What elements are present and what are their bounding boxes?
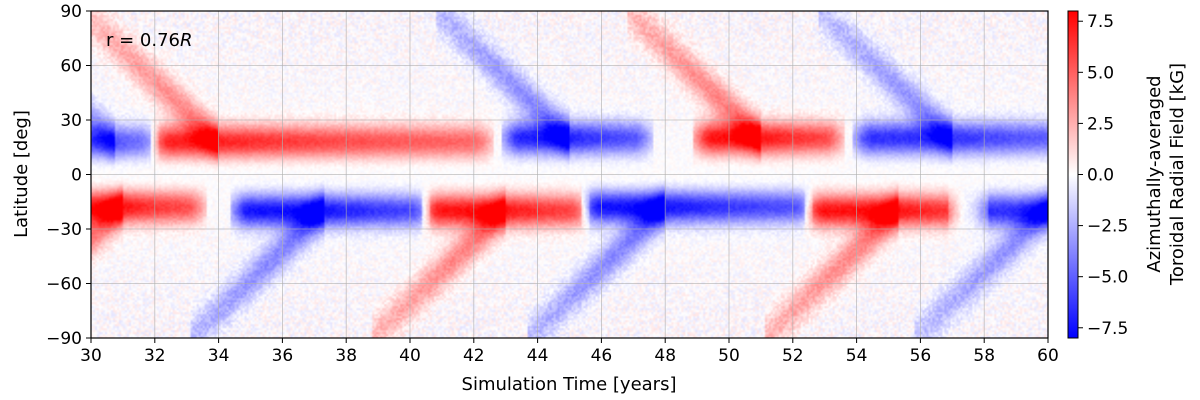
x-tick-label: 52 bbox=[782, 346, 804, 366]
x-tick-label: 50 bbox=[718, 346, 740, 366]
colorbar-label-line1: Azimuthally-averaged bbox=[1144, 75, 1165, 272]
colorbar-tick-label: −2.5 bbox=[1087, 217, 1128, 237]
x-tick-label: 46 bbox=[591, 346, 613, 366]
y-tick-label: 30 bbox=[60, 111, 82, 131]
x-tick-label: 36 bbox=[272, 346, 294, 366]
x-tick-label: 42 bbox=[463, 346, 485, 366]
colorbar bbox=[1067, 10, 1079, 339]
y-tick-label: 60 bbox=[60, 57, 82, 77]
x-tick-label: 56 bbox=[910, 346, 932, 366]
y-tick-label: 0 bbox=[71, 166, 82, 186]
x-tick-label: 44 bbox=[527, 346, 549, 366]
y-axis-ticks: 90 60 30 0 −30 −60 −90 bbox=[46, 2, 91, 349]
colorbar-label-line2: Toroidal Radial Field [kG] bbox=[1167, 63, 1188, 286]
colorbar-tick-label: −5.0 bbox=[1087, 268, 1128, 288]
x-axis-ticks: 30 32 34 36 38 40 42 44 46 48 50 52 54 56 58 60 bbox=[80, 338, 1059, 366]
y-tick-label: −60 bbox=[46, 275, 82, 295]
y-axis-title: Latitude [deg] bbox=[11, 110, 32, 238]
colorbar-tick-label: −7.5 bbox=[1087, 319, 1128, 339]
grid-lines bbox=[91, 11, 1048, 338]
x-tick-label: 60 bbox=[1037, 346, 1059, 366]
x-tick-label: 48 bbox=[654, 346, 676, 366]
radius-annotation-prefix: r = 0.76 bbox=[106, 30, 180, 51]
colorbar-tick-label: 5.0 bbox=[1087, 63, 1114, 83]
x-tick-label: 32 bbox=[144, 346, 166, 366]
x-tick-label: 40 bbox=[399, 346, 421, 366]
x-tick-label: 38 bbox=[335, 346, 357, 366]
x-tick-label: 34 bbox=[208, 346, 230, 366]
colorbar-tick-label: 7.5 bbox=[1087, 12, 1114, 32]
x-tick-label: 30 bbox=[80, 346, 102, 366]
radius-annotation: r = 0.76R bbox=[106, 30, 193, 51]
radius-annotation-var: R bbox=[180, 30, 193, 51]
colorbar-tick-label: 0.0 bbox=[1087, 166, 1114, 186]
x-axis-title: Simulation Time [years] bbox=[462, 374, 677, 395]
y-tick-label: −90 bbox=[46, 329, 82, 349]
colorbar-ticks: 7.5 5.0 2.5 0.0 −2.5 −5.0 −7.5 bbox=[1078, 12, 1128, 339]
y-tick-label: 90 bbox=[60, 2, 82, 22]
colorbar-tick-label: 2.5 bbox=[1087, 114, 1114, 134]
y-tick-label: −30 bbox=[46, 220, 82, 240]
x-tick-label: 54 bbox=[846, 346, 868, 366]
x-tick-label: 58 bbox=[973, 346, 995, 366]
